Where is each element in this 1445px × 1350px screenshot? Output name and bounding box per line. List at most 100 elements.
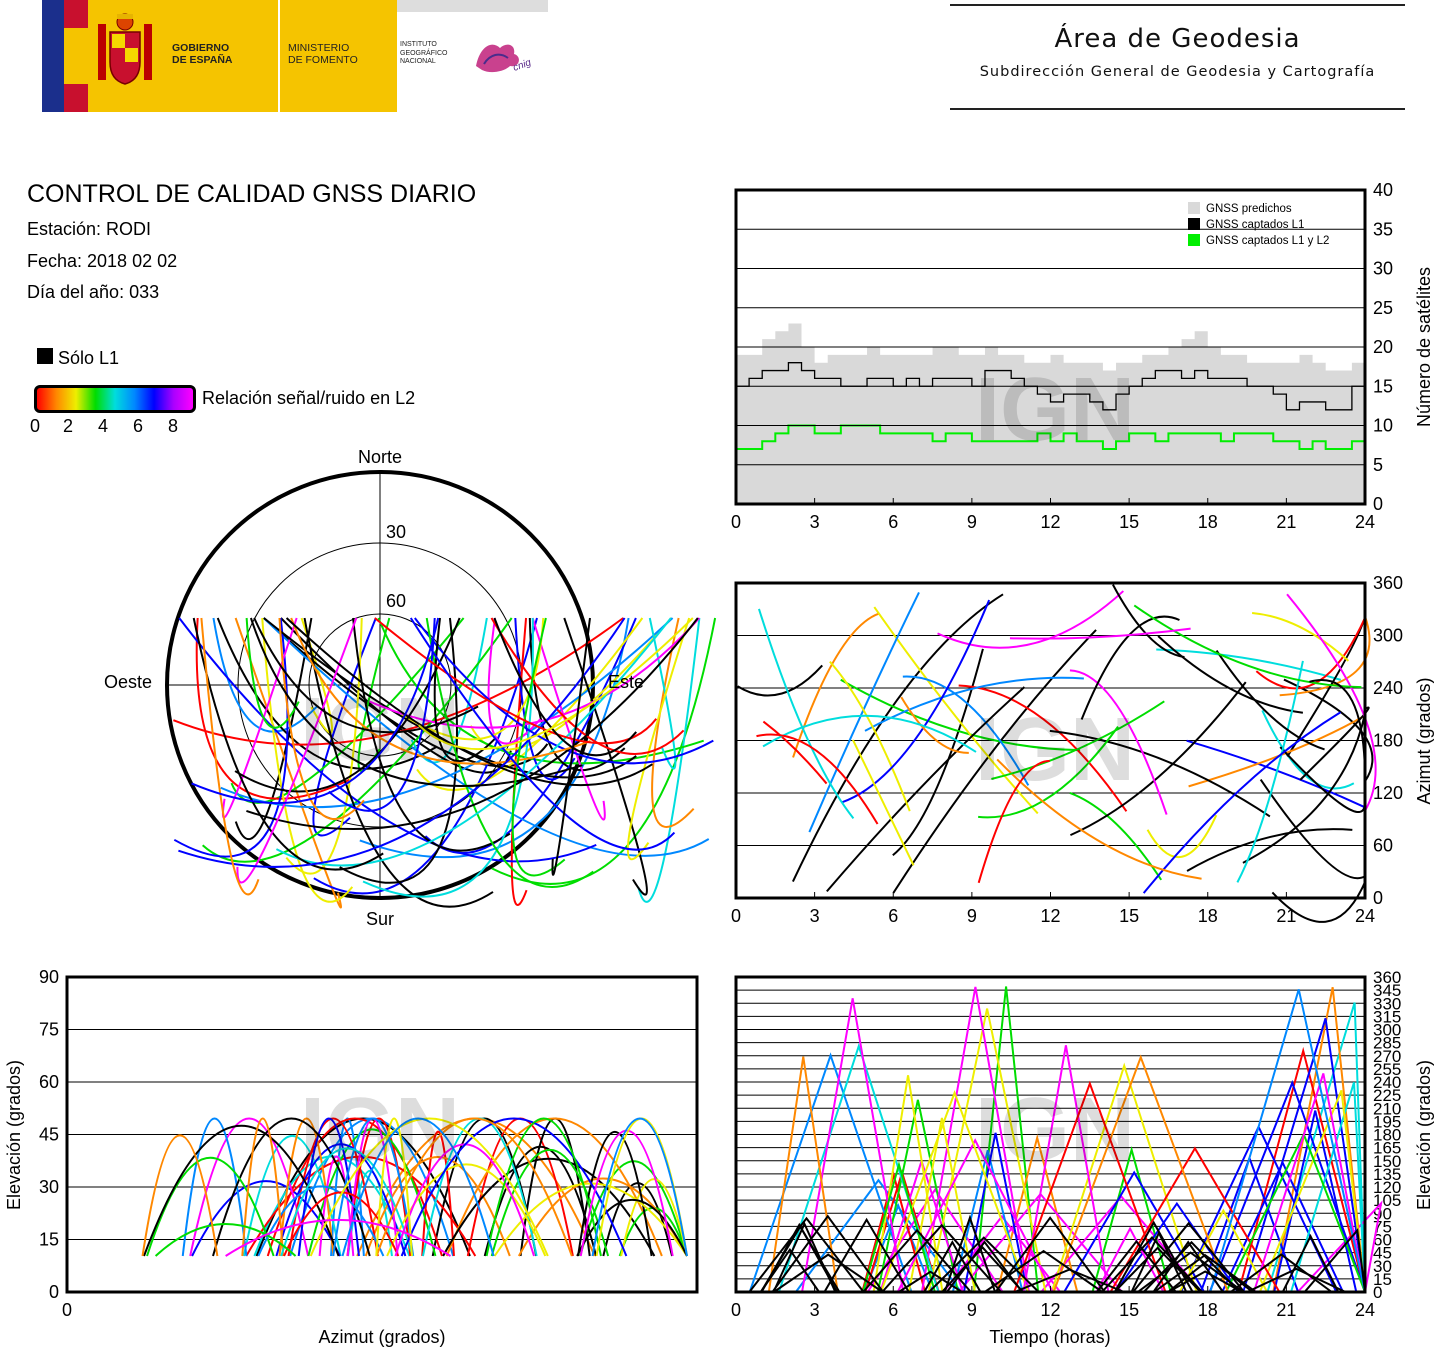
elt-track-l1 [748,1216,865,1293]
elt-track [927,1008,1047,1293]
sky-track [637,617,701,903]
az-ytick-label: 60 [1373,836,1393,856]
elt-xtick-label: 9 [967,1300,977,1320]
sky-track [253,617,479,734]
elaz-track [309,1117,549,1257]
elaz-track [620,1178,688,1257]
snr-label: Relación señal/ruido en L2 [202,388,416,408]
az-ytick-label: 240 [1373,678,1403,698]
elt-track [880,1089,1030,1293]
sky-track [234,617,313,841]
elaz-ylabel: Elevación (grados) [4,1060,24,1210]
elaz-ytick-label: 0 [49,1282,59,1302]
sky-track [551,617,591,876]
sat-xtick-label: 0 [731,512,741,532]
elaz-track [483,1145,598,1257]
sky-track [263,617,710,857]
elt-ytick-label: 270 [1373,1047,1401,1066]
az-xtick-label: 3 [810,906,820,926]
legend-entry: GNSS captados L1 y L2 [1206,235,1329,247]
sat-ylabel: Número de satélites [1414,267,1434,427]
elt-xtick-label: 3 [810,1300,820,1320]
elt-track-l1 [1246,1267,1347,1293]
elt-track [1252,1073,1366,1293]
elaz-ytick-label: 45 [39,1125,59,1145]
az-watermark: IGN [975,700,1135,800]
coat-of-arms-icon [92,10,158,92]
az-ytick-label: 0 [1373,888,1383,908]
az-track [762,714,977,753]
sky-track [626,617,691,861]
elt-ytick-label: 60 [1373,1231,1392,1250]
legend-swatch [1188,234,1200,246]
az-track [792,593,1004,882]
elt-ytick-label: 210 [1373,1099,1401,1118]
sky-track [216,617,438,770]
elt-track-l1 [1153,1253,1257,1293]
elt-track [862,1160,936,1293]
elt-ytick-label: 180 [1373,1126,1401,1145]
elt-track-l1 [923,1240,982,1293]
only-l1-swatch [37,348,53,364]
elt-track [861,1170,927,1293]
elt-track [1208,1079,1366,1293]
elt-track-l1 [1303,1228,1366,1293]
only-l1-label: Sólo L1 [58,348,120,368]
sky-track [418,617,694,751]
elt-ytick-label: 300 [1373,1021,1401,1040]
elt-track-l1 [1281,1234,1340,1293]
az-tracks [737,584,1377,923]
elt-ytick-label: 360 [1373,968,1401,987]
elt-ytick-label: 45 [1373,1244,1392,1263]
elt-track-l1 [771,1214,884,1293]
flag-stripe [42,0,64,112]
elaz-tracks [141,1117,688,1257]
elt-track [1013,1080,1167,1293]
sky-track [368,617,701,729]
az-xtick-label: 0 [731,906,741,926]
inst-line3: NACIONAL [400,58,436,65]
elaz-track [341,1117,495,1257]
sat-ytick-label: 40 [1373,180,1393,200]
sky-track [230,617,465,804]
elt-track [1209,989,1366,1293]
report-title: CONTROL DE CALIDAD GNSS DIARIO [27,180,477,208]
az-track [1279,616,1371,697]
elt-track [1296,1200,1383,1293]
elaz-track [375,1117,413,1257]
elaz-track [181,1117,248,1257]
sky-track [362,617,534,898]
sky-track [234,617,461,793]
sat-xtick-label: 18 [1198,512,1218,532]
sat-xtick-label: 6 [888,512,898,532]
sky-track [425,617,594,888]
sky-track [278,617,365,821]
elaz-track [421,1131,455,1257]
az-track [1049,729,1271,818]
az-track [978,726,1119,819]
elt-ytick-label: 315 [1373,1007,1401,1026]
az-track [1242,713,1366,864]
elaz-track [579,1129,674,1257]
elt-track [1272,986,1366,1293]
sky-track [212,617,319,733]
elaz-ytick-label: 90 [39,967,59,987]
sky-track [359,617,630,859]
sat-ytick-label: 0 [1373,494,1383,514]
elt-xtick-label: 12 [1040,1300,1060,1320]
elt-track [1178,1208,1269,1293]
sky-ring-label-30: 30 [386,522,406,542]
elt-track-l1 [862,1228,972,1293]
sky-track [511,617,566,877]
elt-track [962,1132,1029,1293]
elaz-track [445,1117,663,1257]
az-track [900,696,969,754]
snr-tick-2: 2 [63,416,74,436]
az-track [1261,710,1355,790]
elt-watermark: IGN [975,1080,1135,1180]
sat-ytick-label: 10 [1373,416,1393,436]
az-track [1142,711,1342,894]
station-label: Estación: RODI [27,219,152,239]
elt-ytick-label: 0 [1373,1283,1382,1302]
elt-xtick-label: 6 [888,1300,898,1320]
